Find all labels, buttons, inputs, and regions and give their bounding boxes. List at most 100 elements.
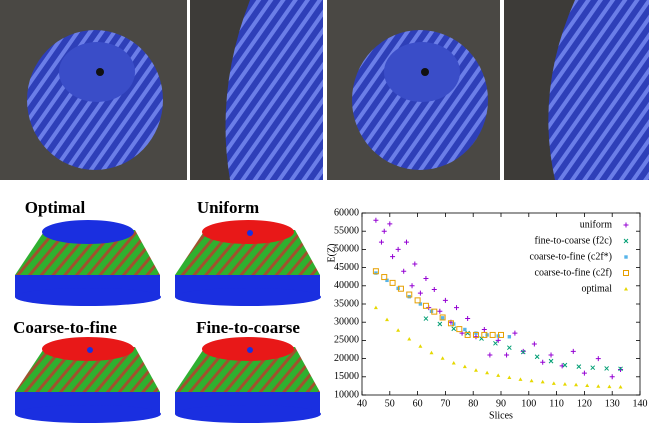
point xyxy=(508,335,511,338)
point xyxy=(396,328,400,332)
point xyxy=(454,305,459,310)
point xyxy=(485,371,489,375)
point xyxy=(474,331,477,334)
point xyxy=(430,351,434,355)
point xyxy=(487,352,492,357)
x-tick-label: 110 xyxy=(549,398,564,409)
x-tick-label: 60 xyxy=(413,398,423,409)
legend-marker xyxy=(624,255,627,258)
point xyxy=(382,229,387,234)
scatter-chart: 10000 15000 20000 25000 30000 35000 40000 45000… xyxy=(326,207,647,421)
point xyxy=(374,306,378,310)
point xyxy=(473,334,478,339)
point xyxy=(443,298,448,303)
point xyxy=(518,377,522,381)
x-tick-label: 40 xyxy=(357,398,367,409)
photo xyxy=(0,0,187,180)
panel-label: Optimal xyxy=(25,198,86,217)
gear-render xyxy=(15,337,161,423)
point xyxy=(385,318,389,322)
x-tick-label: 140 xyxy=(633,398,648,409)
point xyxy=(507,376,511,380)
point xyxy=(549,352,554,357)
panel-label: Uniform xyxy=(197,198,259,217)
y-axis-label: E(Z) xyxy=(326,244,337,263)
point xyxy=(438,322,442,326)
point xyxy=(387,221,392,226)
y-tick-label: 35000 xyxy=(334,298,359,309)
point xyxy=(415,298,420,303)
y-tick-label: 10000 xyxy=(334,389,359,400)
x-tick-label: 100 xyxy=(521,398,536,409)
point xyxy=(457,327,462,332)
point xyxy=(463,328,466,331)
legend-label: coarse-to-fine (c2f*) xyxy=(530,251,612,262)
x-tick-label: 120 xyxy=(577,398,592,409)
point xyxy=(474,368,478,372)
y-tick-label: 15000 xyxy=(334,371,359,382)
y-tick-label: 40000 xyxy=(334,280,359,291)
point xyxy=(432,287,437,292)
point xyxy=(418,344,422,348)
x-tick-label: 90 xyxy=(496,398,506,409)
photo-zoom xyxy=(504,0,649,180)
point xyxy=(407,337,411,341)
gear-render xyxy=(175,337,321,423)
legend-label: optimal xyxy=(581,283,612,294)
point xyxy=(618,367,623,372)
point xyxy=(574,383,578,387)
x-tick-label: 130 xyxy=(605,398,620,409)
point xyxy=(549,359,553,363)
point xyxy=(437,309,442,314)
point xyxy=(507,346,511,350)
point xyxy=(619,385,623,389)
point xyxy=(404,240,409,245)
point xyxy=(452,361,456,365)
point xyxy=(532,342,537,347)
photo-zoom xyxy=(190,0,323,180)
y-tick-label: 20000 xyxy=(334,353,359,364)
point xyxy=(610,374,615,379)
point xyxy=(605,366,609,370)
legend-label: uniform xyxy=(580,219,612,230)
point xyxy=(541,380,545,384)
y-tick-label: 30000 xyxy=(334,316,359,327)
y-tick-label: 60000 xyxy=(334,207,359,218)
x-tick-label: 80 xyxy=(468,398,478,409)
legend-marker xyxy=(624,271,629,276)
panel-label: Coarse-to-fine xyxy=(13,318,117,337)
point xyxy=(423,276,428,281)
legend-label: fine-to-coarse (f2c) xyxy=(535,235,612,246)
point xyxy=(552,381,556,385)
legend-marker xyxy=(624,239,628,243)
figure: Optimal Uniform Coarse-to-fine Fine-to-c… xyxy=(0,0,649,439)
point xyxy=(390,280,395,285)
legend-marker xyxy=(624,287,628,291)
legend-label: coarse-to-fine (c2f) xyxy=(535,267,612,278)
point xyxy=(540,360,545,365)
point xyxy=(482,327,487,332)
point xyxy=(535,355,539,359)
point xyxy=(465,316,470,321)
legend-marker xyxy=(624,223,629,228)
point xyxy=(441,356,445,360)
point xyxy=(563,382,567,386)
y-tick-label: 50000 xyxy=(334,244,359,255)
y-tick-label: 25000 xyxy=(334,335,359,346)
point xyxy=(379,240,384,245)
point xyxy=(577,365,581,369)
point xyxy=(530,379,534,383)
point xyxy=(373,218,378,223)
point xyxy=(512,331,517,336)
panel-label: Fine-to-coarse xyxy=(196,318,300,337)
point xyxy=(521,349,526,354)
point xyxy=(441,316,444,319)
y-tick-label: 45000 xyxy=(334,262,359,273)
point xyxy=(585,384,589,388)
point xyxy=(571,349,576,354)
x-tick-label: 50 xyxy=(385,398,395,409)
point xyxy=(466,331,470,335)
point xyxy=(401,269,406,274)
point xyxy=(596,356,601,361)
x-axis-label: Slices xyxy=(489,410,513,421)
